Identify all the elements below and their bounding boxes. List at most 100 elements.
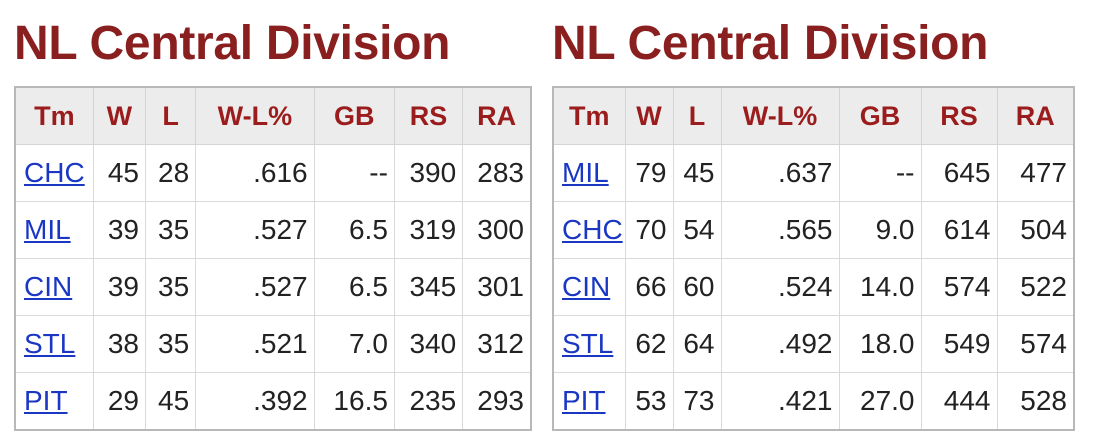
- win-pct-cell: .527: [195, 258, 315, 316]
- standings-panel-left: NL Central Division Tm W L W-L% GB RS RA…: [14, 0, 532, 431]
- wins-cell: 66: [624, 258, 674, 316]
- games-behind-cell: 6.5: [313, 201, 395, 259]
- col-header-wins: W: [92, 86, 146, 145]
- losses-cell: 35: [144, 201, 197, 259]
- division-title: NL Central Division: [14, 16, 451, 70]
- table-row: MIL 39 35 .527 6.5 319 300: [14, 201, 532, 259]
- table-row: CHC 70 54 .565 9.0 614 504: [552, 201, 1075, 259]
- losses-cell: 45: [672, 144, 722, 202]
- runs-scored-cell: 235: [393, 372, 464, 431]
- games-behind-cell: 9.0: [838, 201, 922, 259]
- win-pct-cell: .565: [720, 201, 840, 259]
- team-link[interactable]: MIL: [562, 157, 609, 188]
- col-header-runs-allowed: RA: [462, 86, 532, 145]
- losses-cell: 45: [144, 372, 197, 431]
- games-behind-cell: 6.5: [313, 258, 395, 316]
- runs-scored-cell: 574: [920, 258, 998, 316]
- runs-allowed-cell: 293: [462, 372, 532, 431]
- table-row: STL 38 35 .521 7.0 340 312: [14, 315, 532, 373]
- losses-cell: 35: [144, 315, 197, 373]
- team-link[interactable]: CIN: [24, 271, 73, 302]
- win-pct-cell: .492: [720, 315, 840, 373]
- losses-cell: 28: [144, 144, 197, 202]
- col-header-team: Tm: [14, 86, 94, 145]
- games-behind-cell: --: [838, 144, 922, 202]
- runs-allowed-cell: 504: [996, 201, 1075, 259]
- runs-scored-cell: 614: [920, 201, 998, 259]
- runs-scored-cell: 444: [920, 372, 998, 431]
- wins-cell: 39: [92, 201, 146, 259]
- team-link[interactable]: CIN: [562, 271, 611, 302]
- games-behind-cell: 18.0: [838, 315, 922, 373]
- wins-cell: 39: [92, 258, 146, 316]
- losses-cell: 60: [672, 258, 722, 316]
- team-link[interactable]: MIL: [24, 214, 71, 245]
- games-behind-cell: 7.0: [313, 315, 395, 373]
- runs-allowed-cell: 477: [996, 144, 1075, 202]
- losses-cell: 54: [672, 201, 722, 259]
- table-row: STL 62 64 .492 18.0 549 574: [552, 315, 1075, 373]
- runs-allowed-cell: 300: [462, 201, 532, 259]
- win-pct-cell: .637: [720, 144, 840, 202]
- col-header-runs-scored: RS: [920, 86, 998, 145]
- team-link[interactable]: PIT: [562, 385, 606, 416]
- runs-allowed-cell: 574: [996, 315, 1075, 373]
- col-header-win-pct: W-L%: [195, 86, 315, 145]
- losses-cell: 35: [144, 258, 197, 316]
- win-pct-cell: .524: [720, 258, 840, 316]
- wins-cell: 38: [92, 315, 146, 373]
- table-row: PIT 53 73 .421 27.0 444 528: [552, 372, 1075, 431]
- col-header-runs-allowed: RA: [996, 86, 1075, 145]
- table-row: CHC 45 28 .616 -- 390 283: [14, 144, 532, 202]
- team-link[interactable]: CHC: [24, 157, 85, 188]
- games-behind-cell: 27.0: [838, 372, 922, 431]
- runs-scored-cell: 345: [393, 258, 464, 316]
- col-header-team: Tm: [552, 86, 626, 145]
- games-behind-cell: --: [313, 144, 395, 202]
- team-link[interactable]: CHC: [562, 214, 623, 245]
- table-row: CIN 39 35 .527 6.5 345 301: [14, 258, 532, 316]
- standings-panel-right: NL Central Division Tm W L W-L% GB RS RA…: [552, 0, 1075, 431]
- standings-table: Tm W L W-L% GB RS RA MIL 79 45 .637 -- 6…: [552, 86, 1075, 431]
- team-link[interactable]: PIT: [24, 385, 68, 416]
- losses-cell: 64: [672, 315, 722, 373]
- runs-scored-cell: 340: [393, 315, 464, 373]
- team-link[interactable]: STL: [24, 328, 76, 359]
- runs-scored-cell: 549: [920, 315, 998, 373]
- col-header-runs-scored: RS: [393, 86, 464, 145]
- table-row: CIN 66 60 .524 14.0 574 522: [552, 258, 1075, 316]
- runs-allowed-cell: 312: [462, 315, 532, 373]
- wins-cell: 62: [624, 315, 674, 373]
- standings-table: Tm W L W-L% GB RS RA CHC 45 28 .616 -- 3…: [14, 86, 532, 431]
- runs-scored-cell: 390: [393, 144, 464, 202]
- runs-scored-cell: 319: [393, 201, 464, 259]
- col-header-losses: L: [144, 86, 197, 145]
- table-header-row: Tm W L W-L% GB RS RA: [552, 86, 1075, 145]
- runs-allowed-cell: 528: [996, 372, 1075, 431]
- col-header-wins: W: [624, 86, 674, 145]
- wins-cell: 79: [624, 144, 674, 202]
- win-pct-cell: .392: [195, 372, 315, 431]
- games-behind-cell: 14.0: [838, 258, 922, 316]
- win-pct-cell: .521: [195, 315, 315, 373]
- win-pct-cell: .421: [720, 372, 840, 431]
- games-behind-cell: 16.5: [313, 372, 395, 431]
- col-header-games-behind: GB: [313, 86, 395, 145]
- wins-cell: 53: [624, 372, 674, 431]
- col-header-losses: L: [672, 86, 722, 145]
- wins-cell: 70: [624, 201, 674, 259]
- team-link[interactable]: STL: [562, 328, 614, 359]
- runs-allowed-cell: 301: [462, 258, 532, 316]
- win-pct-cell: .527: [195, 201, 315, 259]
- col-header-games-behind: GB: [838, 86, 922, 145]
- losses-cell: 73: [672, 372, 722, 431]
- runs-allowed-cell: 283: [462, 144, 532, 202]
- wins-cell: 45: [92, 144, 146, 202]
- table-row: PIT 29 45 .392 16.5 235 293: [14, 372, 532, 431]
- win-pct-cell: .616: [195, 144, 315, 202]
- wins-cell: 29: [92, 372, 146, 431]
- division-title: NL Central Division: [552, 16, 989, 70]
- table-row: MIL 79 45 .637 -- 645 477: [552, 144, 1075, 202]
- table-header-row: Tm W L W-L% GB RS RA: [14, 86, 532, 145]
- runs-scored-cell: 645: [920, 144, 998, 202]
